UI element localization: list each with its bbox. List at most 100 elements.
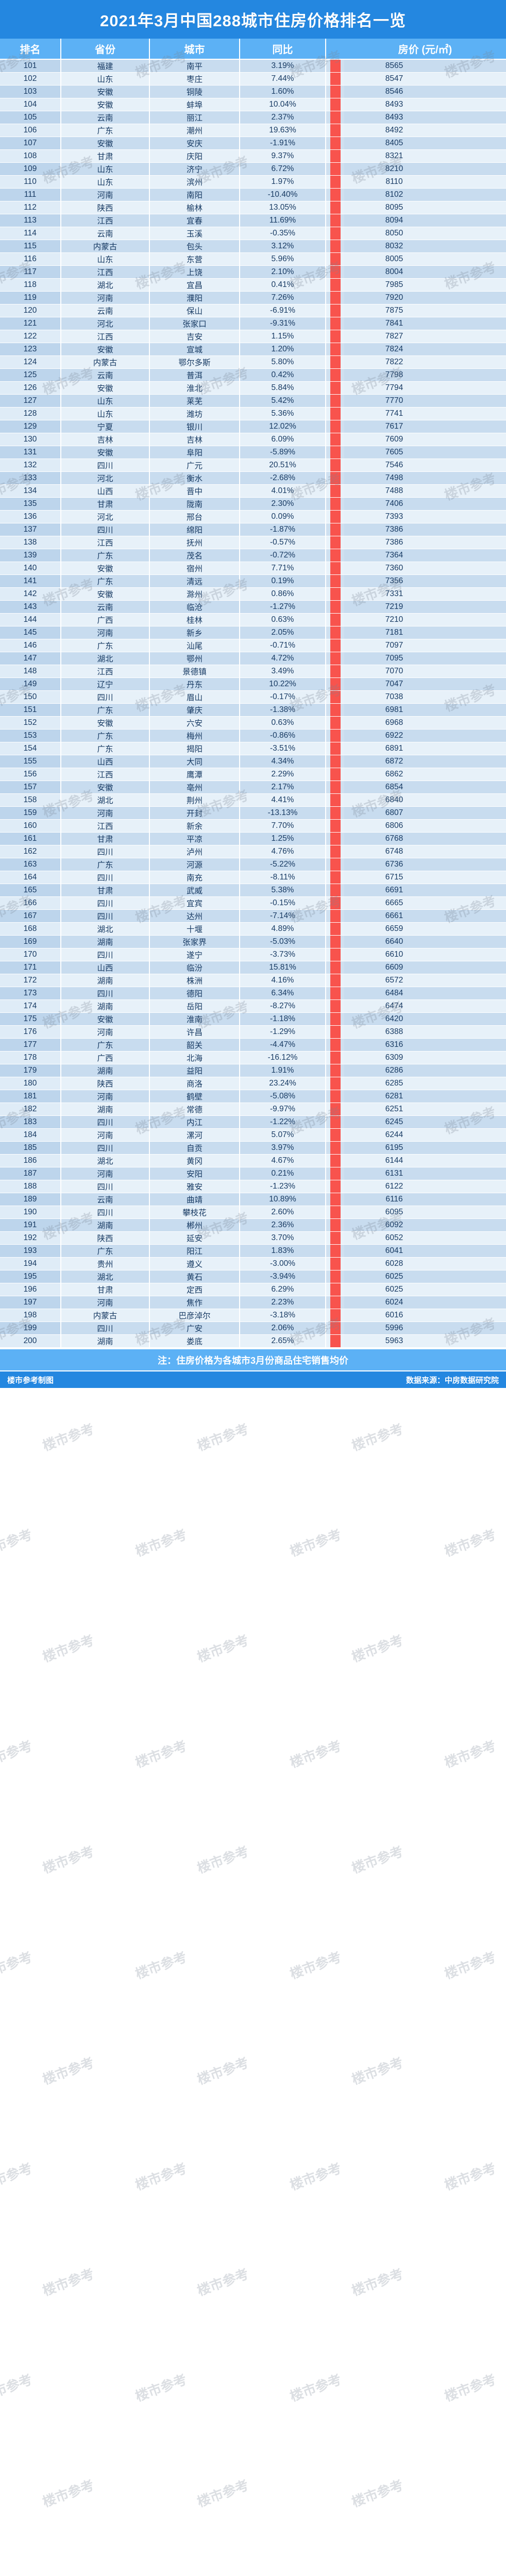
bar-glyph [330,1335,341,1347]
cell-price: 6052 [344,1231,506,1245]
cell-yoy: 9.37% [240,149,326,163]
cell-province: 山东 [61,175,150,189]
table-row: 148 江西 景德镇 3.49% 7070 [0,665,506,678]
cell-yoy: 3.49% [240,665,326,678]
bar-glyph [330,1129,341,1141]
bar-glyph [330,1232,341,1244]
cell-city: 南平 [149,59,240,73]
cell-yoy: 0.63% [240,613,326,626]
cell-province: 贵州 [61,1257,150,1270]
cell-yoy: 4.89% [240,922,326,936]
table-row: 102 山东 枣庄 7.44% 8547 [0,72,506,86]
table-row: 172 湖南 株洲 4.16% 6572 [0,974,506,987]
cell-price: 7875 [344,304,506,317]
cell-yoy: 0.19% [240,574,326,588]
cell-yoy: 5.42% [240,394,326,408]
price-bar-marker [326,252,344,266]
cell-price: 7386 [344,536,506,549]
price-bar-marker [326,626,344,639]
cell-province: 广东 [61,742,150,755]
column-header-province: 省份 [61,39,150,60]
cell-price: 7070 [344,665,506,678]
cell-city: 六安 [149,716,240,730]
cell-yoy: -0.86% [240,729,326,742]
note-text: 注：住房价格为各城市3月份商品住宅销售均价 [157,1355,348,1366]
cell-price: 7331 [344,587,506,601]
cell-price: 8095 [344,201,506,214]
cell-province: 云南 [61,600,150,614]
cell-province: 内蒙古 [61,355,150,369]
cell-yoy: 5.96% [240,252,326,266]
cell-price: 7038 [344,690,506,704]
watermark-text: 楼市参考 [133,2160,189,2193]
price-bar-marker [326,768,344,781]
table-row: 123 安徽 宣城 1.20% 7824 [0,343,506,356]
table-row: 169 湖南 张家界 -5.03% 6640 [0,935,506,948]
cell-province: 江西 [61,819,150,833]
cell-price: 6862 [344,768,506,781]
cell-price: 6041 [344,1244,506,1258]
table-row: 195 湖北 黄石 -3.94% 6025 [0,1270,506,1283]
cell-city: 漯河 [149,1128,240,1142]
bar-glyph [330,974,341,987]
cell-yoy: 2.23% [240,1296,326,1309]
cell-province: 河北 [61,471,150,485]
cell-yoy: 3.19% [240,59,326,73]
watermark-text: 楼市参考 [349,2477,406,2510]
cell-city: 新乡 [149,626,240,639]
cell-price: 6840 [344,793,506,807]
cell-rank: 131 [0,446,61,459]
cell-price: 8546 [344,85,506,98]
price-bar-marker [326,1283,344,1296]
bar-glyph [330,227,341,240]
price-bar-marker [326,1025,344,1039]
cell-yoy: -5.89% [240,446,326,459]
cell-province: 四川 [61,459,150,472]
cell-city: 常德 [149,1103,240,1116]
cell-price: 6736 [344,858,506,871]
cell-yoy: 0.09% [240,510,326,523]
bar-glyph [330,1077,341,1090]
table-row: 128 山东 潍坊 5.36% 7741 [0,407,506,420]
cell-province: 广东 [61,574,150,588]
price-bar-marker [326,716,344,730]
price-bar-marker [326,562,344,575]
cell-price: 7097 [344,639,506,652]
table-row: 185 四川 自贡 3.97% 6195 [0,1141,506,1155]
table-row: 190 四川 攀枝花 2.60% 6095 [0,1206,506,1219]
cell-price: 6854 [344,781,506,794]
bar-glyph [330,639,341,652]
cell-price: 7498 [344,471,506,485]
bar-glyph [330,73,341,85]
cell-rank: 157 [0,781,61,794]
price-bar-marker [326,471,344,485]
cell-rank: 124 [0,355,61,369]
cell-yoy: -5.22% [240,858,326,871]
table-row: 188 四川 雅安 -1.23% 6122 [0,1180,506,1193]
price-bar-marker [326,935,344,948]
cell-province: 安徽 [61,781,150,794]
price-bar-marker [326,1141,344,1155]
cell-province: 河北 [61,510,150,523]
cell-rank: 150 [0,690,61,704]
price-bar-marker [326,896,344,910]
watermark-text: 楼市参考 [133,1949,189,1982]
cell-city: 开封 [149,806,240,820]
cell-province: 云南 [61,111,150,124]
cell-yoy: 4.16% [240,974,326,987]
cell-price: 7406 [344,497,506,511]
bar-glyph [330,1180,341,1193]
cell-price: 6806 [344,819,506,833]
cell-price: 6420 [344,1012,506,1026]
bar-glyph [330,214,341,227]
cell-yoy: 0.63% [240,716,326,730]
price-bar-marker [326,613,344,626]
table-row: 143 云南 临沧 -1.27% 7219 [0,600,506,614]
cell-yoy: -0.17% [240,690,326,704]
bar-glyph [330,652,341,665]
price-bar-marker [326,1038,344,1052]
watermark-text: 楼市参考 [504,1632,506,1665]
cell-province: 江西 [61,665,150,678]
cell-yoy: -1.18% [240,1012,326,1026]
bar-glyph [330,150,341,162]
